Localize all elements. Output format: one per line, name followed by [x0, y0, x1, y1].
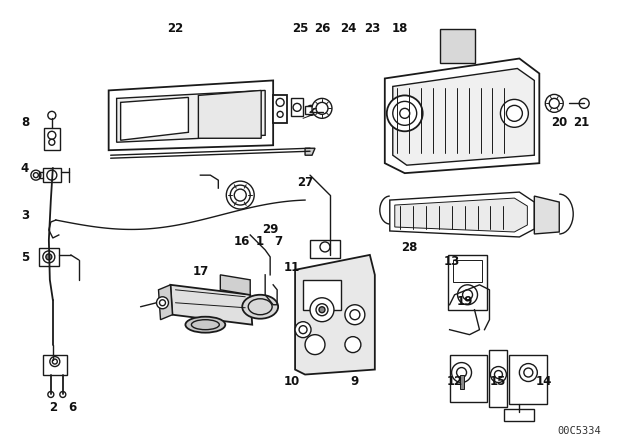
Text: 7: 7 — [274, 236, 282, 249]
Polygon shape — [534, 196, 559, 234]
Polygon shape — [109, 81, 273, 150]
Circle shape — [46, 254, 52, 260]
Polygon shape — [220, 275, 250, 295]
Ellipse shape — [545, 95, 563, 112]
Circle shape — [308, 108, 314, 113]
Text: 00C5334: 00C5334 — [557, 426, 601, 436]
Circle shape — [345, 305, 365, 325]
Circle shape — [452, 362, 472, 383]
Circle shape — [227, 181, 254, 209]
Ellipse shape — [243, 295, 278, 319]
Text: 5: 5 — [20, 251, 29, 264]
Circle shape — [579, 99, 589, 108]
Text: 26: 26 — [314, 22, 330, 35]
Bar — [452, 260, 483, 282]
Bar — [43, 355, 67, 375]
Polygon shape — [385, 59, 540, 173]
Bar — [291, 99, 303, 116]
Ellipse shape — [186, 317, 225, 333]
Text: 21: 21 — [573, 116, 589, 129]
Text: 9: 9 — [351, 375, 359, 388]
Bar — [509, 355, 547, 405]
Polygon shape — [159, 285, 172, 320]
Polygon shape — [440, 29, 474, 64]
Text: 27: 27 — [297, 176, 313, 189]
Text: 24: 24 — [340, 22, 356, 35]
Text: 23: 23 — [364, 22, 380, 35]
Circle shape — [310, 298, 334, 322]
Text: 4: 4 — [20, 162, 29, 175]
Circle shape — [520, 364, 538, 382]
Bar — [490, 349, 508, 407]
Polygon shape — [305, 148, 315, 155]
Polygon shape — [395, 198, 527, 232]
Text: 17: 17 — [192, 265, 209, 278]
Polygon shape — [116, 90, 265, 142]
Circle shape — [387, 95, 422, 131]
Text: 12: 12 — [447, 375, 463, 388]
Bar — [449, 355, 488, 402]
Circle shape — [500, 99, 529, 127]
Text: 3: 3 — [21, 208, 29, 221]
Text: 8: 8 — [20, 116, 29, 129]
Polygon shape — [120, 97, 188, 140]
Text: 11: 11 — [284, 261, 300, 274]
Circle shape — [458, 285, 477, 305]
Polygon shape — [460, 375, 463, 389]
Text: 22: 22 — [167, 22, 184, 35]
Polygon shape — [393, 69, 534, 165]
Text: 20: 20 — [551, 116, 568, 129]
Text: 14: 14 — [536, 375, 552, 388]
Bar — [310, 240, 340, 258]
Text: 29: 29 — [262, 224, 278, 237]
Text: 15: 15 — [489, 375, 506, 388]
Circle shape — [319, 307, 325, 313]
Circle shape — [295, 322, 311, 338]
Text: 25: 25 — [292, 22, 308, 35]
Polygon shape — [295, 255, 375, 375]
Bar — [303, 280, 341, 310]
Text: 13: 13 — [444, 255, 460, 268]
Text: 6: 6 — [68, 401, 77, 414]
Text: 16: 16 — [234, 236, 250, 249]
Text: 1: 1 — [256, 236, 264, 249]
Polygon shape — [170, 285, 252, 325]
Polygon shape — [198, 90, 261, 138]
Polygon shape — [390, 192, 534, 237]
Bar — [39, 248, 59, 266]
Circle shape — [31, 170, 41, 180]
Circle shape — [490, 366, 506, 383]
Text: 19: 19 — [456, 295, 473, 308]
Polygon shape — [447, 255, 488, 310]
Bar — [305, 106, 313, 114]
Text: 18: 18 — [392, 22, 408, 35]
Bar — [504, 409, 534, 422]
Text: 10: 10 — [284, 375, 300, 388]
Circle shape — [305, 335, 325, 355]
Circle shape — [157, 297, 168, 309]
Bar — [43, 168, 61, 182]
Bar — [273, 95, 287, 123]
Text: 2: 2 — [49, 401, 57, 414]
Circle shape — [312, 99, 332, 118]
Circle shape — [345, 336, 361, 353]
Text: 28: 28 — [401, 241, 418, 254]
Bar — [44, 128, 60, 150]
